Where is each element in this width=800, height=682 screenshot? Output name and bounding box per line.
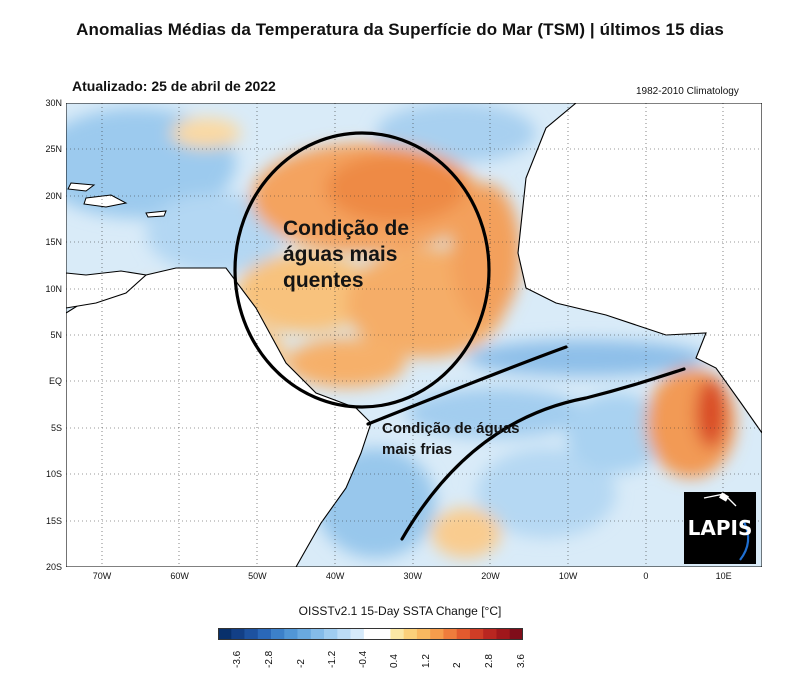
logo-text: LAPIS <box>687 516 753 540</box>
colorbar-label: -0.4 <box>358 650 369 668</box>
warm-annotation-line: Condição de <box>283 217 410 240</box>
satellite-icon <box>703 492 750 561</box>
cold-line-upper <box>366 345 568 426</box>
colorbar-swatch <box>284 628 298 640</box>
colorbar-swatch <box>231 628 245 640</box>
latitude-label: EQ <box>48 376 62 387</box>
colorbar-swatch <box>390 628 404 640</box>
colorbar-label: -3.6 <box>232 650 243 668</box>
latitude-label: 5S <box>50 422 62 433</box>
longitude-label: 40W <box>325 571 345 581</box>
colorbar-swatch <box>509 628 524 640</box>
colorbar-swatch <box>271 628 285 640</box>
colorbar-swatch <box>403 628 418 640</box>
longitude-label: 10W <box>558 571 578 581</box>
cold-annotation: Condição de águas mais frias <box>382 418 520 460</box>
colorbar-swatch <box>310 628 325 640</box>
colorbar-label: 3.6 <box>516 654 527 668</box>
map-title: Anomalias Médias da Temperatura da Super… <box>76 20 724 39</box>
colorbar-swatch <box>416 628 431 640</box>
latitude-label: 10S <box>45 469 62 480</box>
cold-annotation-line: mais frias <box>382 441 453 458</box>
colorbar-swatch <box>363 628 378 640</box>
colorbar-swatch <box>218 628 232 640</box>
colorbar-label: -1.2 <box>327 650 338 668</box>
longitude-label: 10E <box>715 571 732 581</box>
colorbar-label: -2 <box>296 659 307 668</box>
latitude-label: 20S <box>45 562 62 572</box>
colorbar-swatch <box>430 628 444 640</box>
colorbar-swatch <box>257 628 272 640</box>
warm-annotation-line: quentes <box>283 269 364 292</box>
sst-anomaly-map <box>66 103 762 567</box>
colorbar-label: 2.8 <box>484 654 495 668</box>
longitude-label: 70W <box>92 571 112 581</box>
colorbar-swatch <box>456 628 471 640</box>
lapis-logo: LAPIS <box>684 492 756 564</box>
colorbar-swatch <box>443 628 457 640</box>
map-svg <box>66 103 762 567</box>
colorbar-swatch <box>324 628 338 640</box>
land <box>66 103 762 567</box>
colorbar-swatch <box>244 628 259 640</box>
colorbar-frame <box>218 628 523 640</box>
colorbar-swatch <box>483 628 497 640</box>
colorbar-label: 1.2 <box>421 654 432 668</box>
latitude-label: 10N <box>45 283 62 294</box>
warm-annotation: Condição de águas mais quentes <box>283 216 409 294</box>
caribbean-islands <box>67 182 167 218</box>
updated-date: Atualizado: 25 de abril de 2022 <box>72 78 276 94</box>
colorbar-label: -2.8 <box>264 650 275 668</box>
longitude-label: 20W <box>481 571 500 581</box>
warm-annotation-line: águas mais <box>283 243 398 266</box>
central-america-landmass <box>66 270 148 309</box>
warm-circle <box>233 131 491 409</box>
latitude-label: 30N <box>45 98 62 108</box>
colorbar-label: 0.4 <box>389 654 400 668</box>
cold-line-lower <box>400 367 686 541</box>
latitude-label: 15S <box>45 515 62 526</box>
colorbar-swatch <box>297 628 312 640</box>
annotation-drawings <box>233 131 686 541</box>
longitude-label: 0 <box>643 571 649 581</box>
cold-annotation-line: Condição de águas <box>382 420 520 437</box>
latitude-label: 15N <box>45 237 62 248</box>
latitude-label: 5N <box>50 330 62 340</box>
latitude-label: 25N <box>45 144 62 155</box>
climatology-label: 1982-2010 Climatology <box>636 86 739 97</box>
latitude-label: 20N <box>45 190 62 201</box>
longitude-label: 60W <box>170 571 189 581</box>
colorbar-swatch <box>337 628 351 640</box>
colorbar-swatch <box>377 628 391 640</box>
colorbar-swatch <box>350 628 365 640</box>
colorbar-swatches <box>218 628 524 640</box>
colorbar-swatch <box>496 628 511 640</box>
longitude-label: 30W <box>403 571 423 581</box>
longitude-label: 50W <box>248 571 267 581</box>
colorbar-label: 2 <box>452 662 463 668</box>
colorbar-swatch <box>469 628 484 640</box>
colorbar <box>218 627 524 645</box>
colorbar-title: OISSTv2.1 15-Day SSTA Change [°C] <box>298 604 502 618</box>
